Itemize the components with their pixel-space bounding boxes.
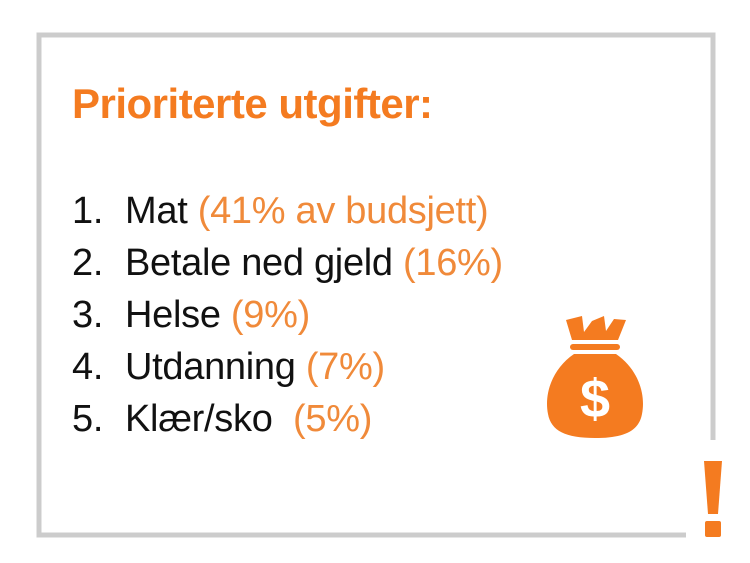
item-label: Utdanning: [125, 346, 296, 388]
money-bag-icon: $: [547, 316, 643, 438]
item-number: 2.: [72, 242, 104, 284]
item-label: Betale ned gjeld: [125, 242, 393, 284]
item-detail: (9%): [230, 294, 310, 336]
item-number: 4.: [72, 346, 104, 388]
expense-list: 1. Mat (41% av budsjett) 2. Betale ned gje…: [72, 185, 503, 445]
item-label: Klær/sko: [125, 398, 283, 440]
dollar-sign: $: [580, 369, 610, 429]
item-detail: (7%): [305, 346, 385, 388]
page-title: Prioriterte utgifter:: [72, 80, 433, 127]
item-detail: (16%): [403, 242, 503, 284]
list-item: 5. Klær/sko (5%): [72, 393, 503, 445]
item-detail: (41% av budsjett): [197, 190, 489, 232]
list-item: 4. Utdanning (7%): [72, 341, 503, 393]
list-item: 2. Betale ned gjeld (16%): [72, 237, 503, 289]
list-item: 1. Mat (41% av budsjett): [72, 185, 503, 237]
item-detail: (5%): [293, 398, 373, 440]
item-number: 1.: [72, 190, 104, 232]
item-number: 3.: [72, 294, 104, 336]
list-item: 3. Helse (9%): [72, 289, 503, 341]
item-label: Mat: [125, 190, 188, 232]
exclamation-icon: [704, 461, 722, 537]
item-label: Helse: [125, 294, 221, 336]
item-number: 5.: [72, 398, 104, 440]
